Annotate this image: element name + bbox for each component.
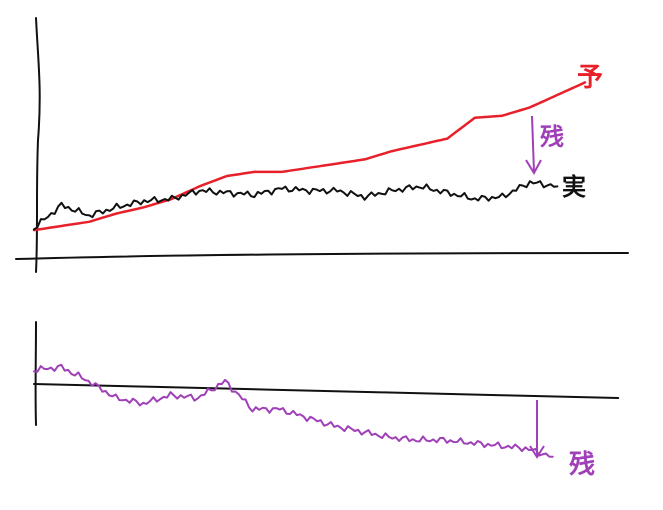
label-yo: 予 bbox=[577, 63, 603, 93]
bottom-chart: 残 bbox=[33, 321, 620, 480]
top-chart: 予 実 残 bbox=[15, 17, 629, 273]
label-jitsu: 実 bbox=[562, 173, 586, 201]
series-line-yo bbox=[32, 81, 587, 232]
bottom-baseline bbox=[33, 383, 620, 399]
top-x-axis bbox=[15, 252, 629, 260]
top-y-axis bbox=[35, 17, 41, 273]
residual-arrow-top bbox=[525, 115, 542, 176]
label-zan-bottom: 残 bbox=[569, 450, 595, 480]
series-line-zan bbox=[33, 363, 554, 458]
series-line-jitsu bbox=[33, 180, 559, 231]
label-zan-top: 残 bbox=[540, 123, 564, 151]
residual-arrow-bottom bbox=[529, 400, 545, 459]
